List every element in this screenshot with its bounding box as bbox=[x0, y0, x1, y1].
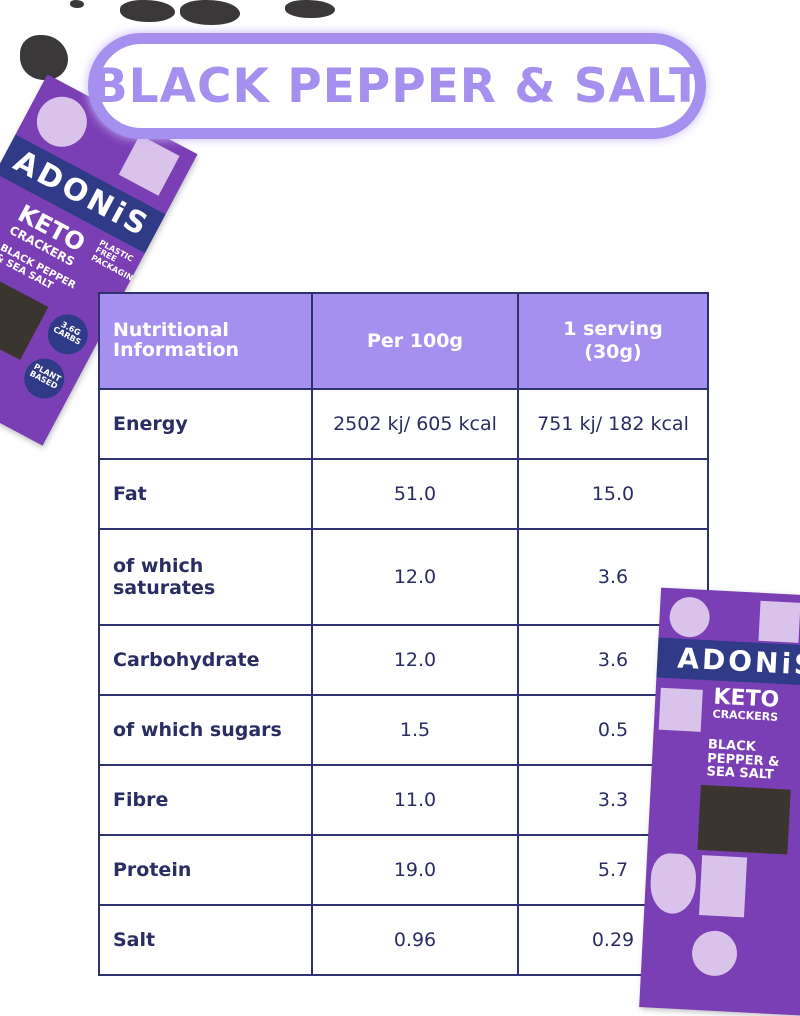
per-100g-value: 12.0 bbox=[311, 624, 519, 696]
page-title: BLACK PEPPER & SALT bbox=[91, 58, 703, 114]
table-row: of which sugars 1.5 0.5 bbox=[98, 694, 709, 766]
flavor-label: BLACK PEPPER & SEA SALT bbox=[706, 737, 780, 783]
cracker-crumb bbox=[20, 35, 68, 80]
per-100g-value: 11.0 bbox=[311, 764, 519, 836]
nutrient-name: Salt bbox=[98, 904, 313, 976]
table-row: Protein 19.0 5.7 bbox=[98, 834, 709, 906]
table-row: Fibre 11.0 3.3 bbox=[98, 764, 709, 836]
subproduct-label: CRACKERS bbox=[712, 707, 779, 724]
flavor-title-banner: BLACK PEPPER & SALT bbox=[88, 33, 706, 139]
nutrient-name: Carbohydrate bbox=[98, 624, 313, 696]
per-100g-value: 19.0 bbox=[311, 834, 519, 906]
per-100g-value: 12.0 bbox=[311, 528, 519, 626]
nutrient-name: of which sugars bbox=[98, 694, 313, 766]
table-row: of which saturates 12.0 3.6 bbox=[98, 528, 709, 626]
plant-based-badge: PLANT BASED bbox=[17, 351, 72, 406]
header-per-100g: Per 100g bbox=[311, 292, 519, 390]
per-serving-value: 751 kj/ 182 kcal bbox=[517, 388, 709, 460]
cracker-crumb bbox=[120, 0, 175, 22]
product-package-right: ADONiS KETO CRACKERS BLACK PEPPER & SEA … bbox=[639, 587, 800, 1016]
nutrient-name: Protein bbox=[98, 834, 313, 906]
nutrient-name: Energy bbox=[98, 388, 313, 460]
per-100g-value: 2502 kj/ 605 kcal bbox=[311, 388, 519, 460]
cracker-crumb bbox=[70, 0, 84, 8]
header-per-serving: 1 serving (30g) bbox=[517, 292, 709, 390]
per-serving-value: 15.0 bbox=[517, 458, 709, 530]
carbs-badge: 3.6G CARBS bbox=[40, 307, 95, 362]
cracker-crumb bbox=[285, 0, 335, 18]
cracker-crumb bbox=[180, 0, 240, 25]
nutrient-name: Fibre bbox=[98, 764, 313, 836]
table-row: Salt 0.96 0.29 bbox=[98, 904, 709, 976]
per-serving-value: 3.6 bbox=[517, 528, 709, 626]
per-100g-value: 1.5 bbox=[311, 694, 519, 766]
table-header-row: Nutritional Information Per 100g 1 servi… bbox=[98, 292, 709, 390]
brand-logo: ADONiS bbox=[656, 637, 800, 687]
header-nutritional-information: Nutritional Information bbox=[98, 292, 313, 390]
per-100g-value: 0.96 bbox=[311, 904, 519, 976]
table-row: Fat 51.0 15.0 bbox=[98, 458, 709, 530]
nutrition-table: Nutritional Information Per 100g 1 servi… bbox=[98, 292, 709, 976]
nutrient-name: of which saturates bbox=[98, 528, 313, 626]
per-100g-value: 51.0 bbox=[311, 458, 519, 530]
table-row: Carbohydrate 12.0 3.6 bbox=[98, 624, 709, 696]
table-row: Energy 2502 kj/ 605 kcal 751 kj/ 182 kcal bbox=[98, 388, 709, 460]
nutrient-name: Fat bbox=[98, 458, 313, 530]
